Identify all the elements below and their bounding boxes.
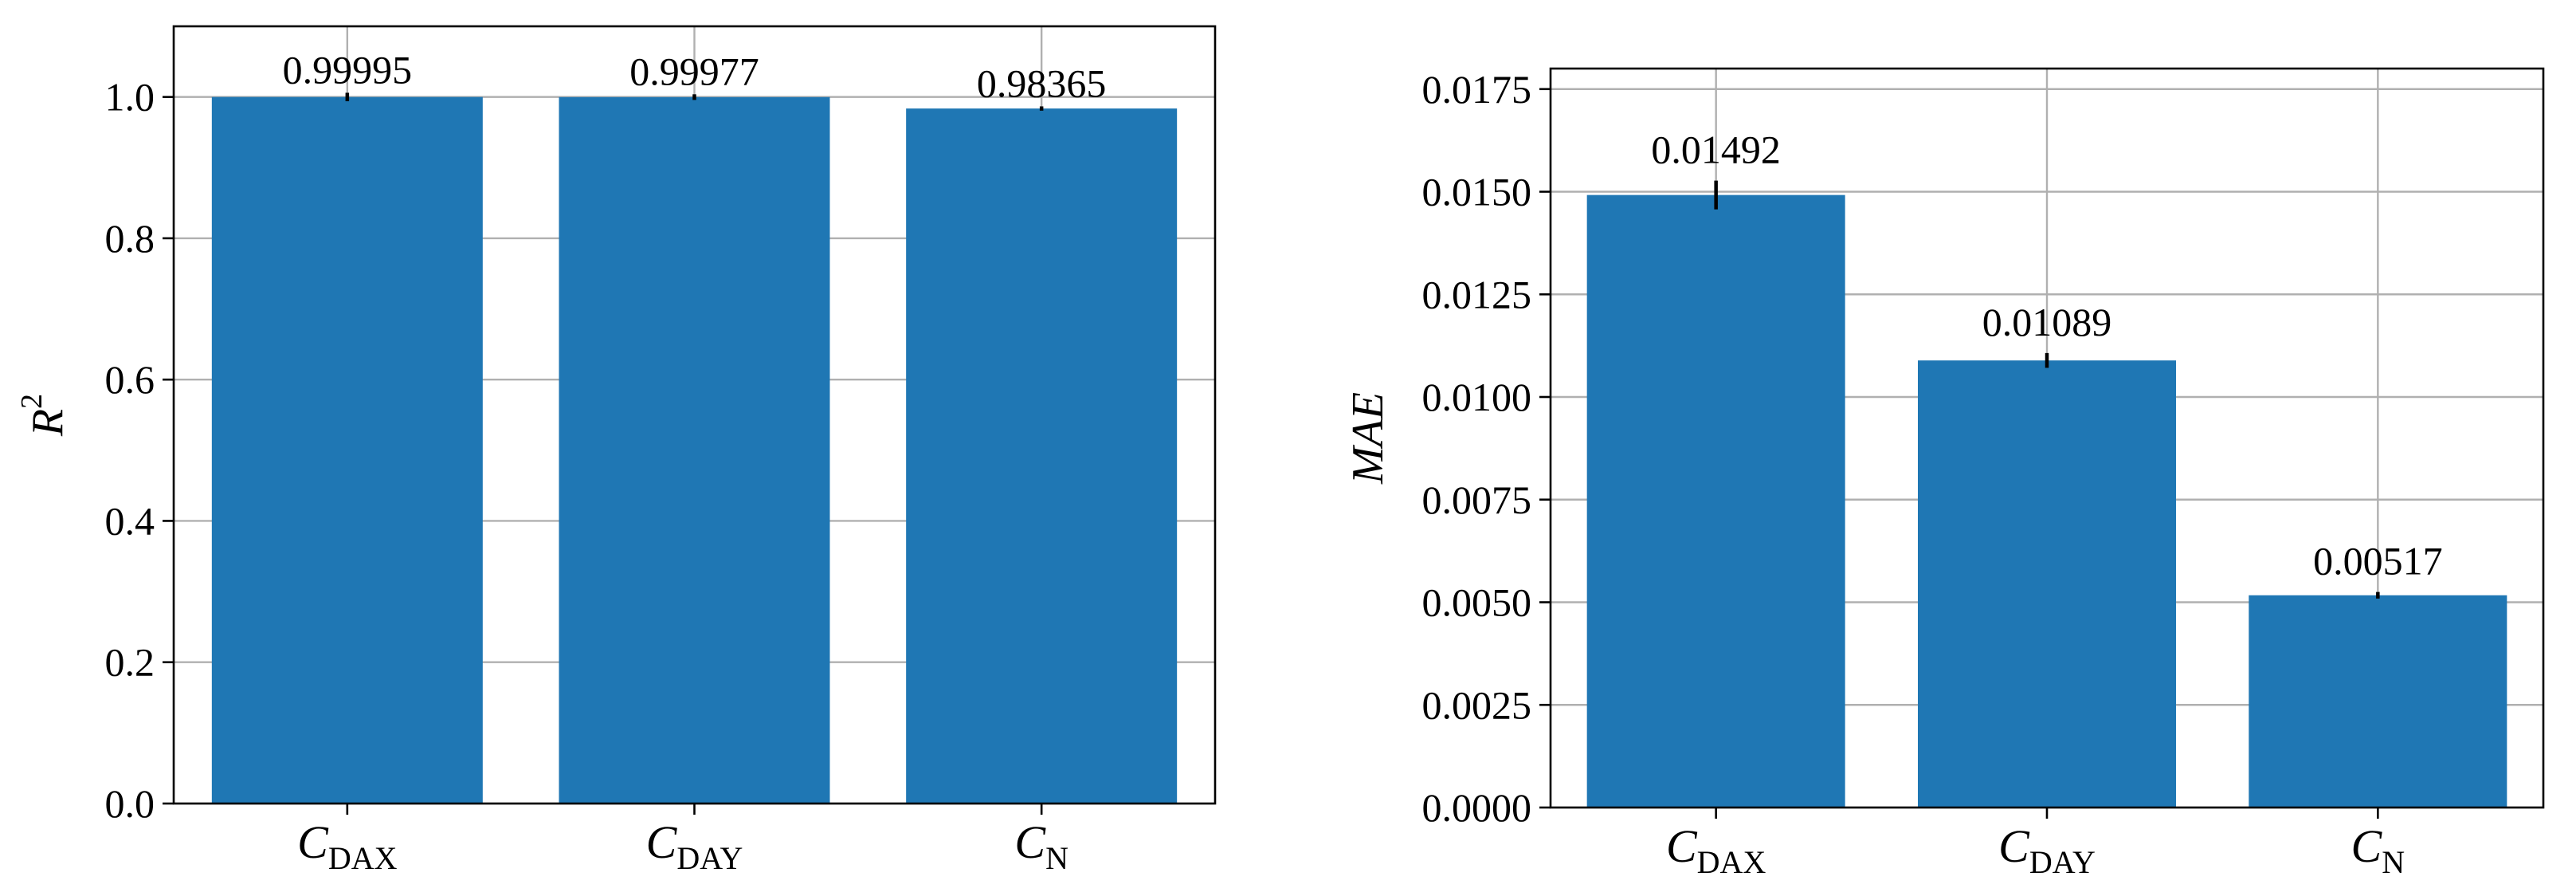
data-label: 0.99995 — [283, 47, 413, 92]
y-tick-label: 0.0175 — [1422, 67, 1532, 112]
y-axis-label-sup: 2 — [15, 394, 49, 409]
y-tick-label: 0.0125 — [1422, 272, 1532, 316]
bar — [2249, 595, 2507, 808]
x-tick-label-sub: DAX — [328, 840, 398, 876]
y-tick-label: 0.0000 — [1422, 785, 1532, 830]
x-tick-label-main: C — [1998, 820, 2030, 872]
y-tick-label: 0.0100 — [1422, 375, 1532, 419]
y-tick-label: 0.0075 — [1422, 477, 1532, 522]
y-tick-label: 0.0150 — [1422, 170, 1532, 214]
y-tick-label: 0.2 — [105, 640, 155, 685]
data-label: 0.00517 — [2313, 539, 2443, 584]
data-label: 0.01089 — [1982, 300, 2112, 344]
bar — [559, 96, 830, 804]
data-label: 0.98365 — [977, 61, 1107, 105]
x-tick-label-sub: DAY — [676, 840, 743, 876]
x-tick-label-sub: DAX — [1697, 844, 1766, 880]
y-tick-label: 0.0050 — [1422, 580, 1532, 625]
x-tick-label: CN — [1014, 816, 1068, 876]
bar — [1586, 195, 1845, 808]
x-tick-label-sub: DAY — [2029, 844, 2096, 880]
x-tick-label: CDAX — [297, 816, 397, 876]
y-tick-label: 1.0 — [105, 75, 155, 120]
x-tick-label: CDAY — [1998, 820, 2096, 880]
y-tick-label: 0.0 — [105, 781, 155, 826]
y-tick-label: 0.6 — [105, 357, 155, 402]
y-axis-label: R2 — [15, 394, 73, 437]
y-axis-label-main: R — [23, 409, 73, 437]
x-tick-label-main: C — [1014, 816, 1046, 868]
x-tick-label: CDAY — [646, 816, 743, 876]
y-axis-label-main: MAE — [1343, 392, 1393, 485]
x-tick-label-main: C — [1666, 820, 1698, 872]
x-tick-label-sub: N — [1045, 840, 1068, 876]
x-tick-label: CDAX — [1666, 820, 1766, 880]
y-tick-label: 0.0025 — [1422, 682, 1532, 727]
r2-bar-chart: 0.99995 0.99977 0.98365 0.0 0.2 0.4 0.6 0.8 1.0 C… — [15, 25, 1217, 876]
y-axis-label: MAE — [1343, 392, 1393, 485]
y-tick-label: 0.8 — [105, 216, 155, 261]
bar — [211, 96, 483, 804]
x-tick-label-sub: N — [2382, 844, 2405, 880]
x-tick-label-main: C — [646, 816, 678, 868]
mae-bar-chart: 0.01492 0.01089 0.00517 0.0000 0.0025 0.0050 0… — [1343, 67, 2545, 880]
bar — [906, 108, 1178, 804]
x-tick-label-main: C — [2351, 820, 2383, 872]
data-label: 0.01492 — [1651, 128, 1781, 172]
x-tick-label: CN — [2351, 820, 2405, 880]
x-tick-label-main: C — [297, 816, 329, 868]
bar — [1918, 360, 2176, 808]
y-tick-label: 0.4 — [105, 498, 155, 543]
data-label: 0.99977 — [629, 49, 759, 93]
